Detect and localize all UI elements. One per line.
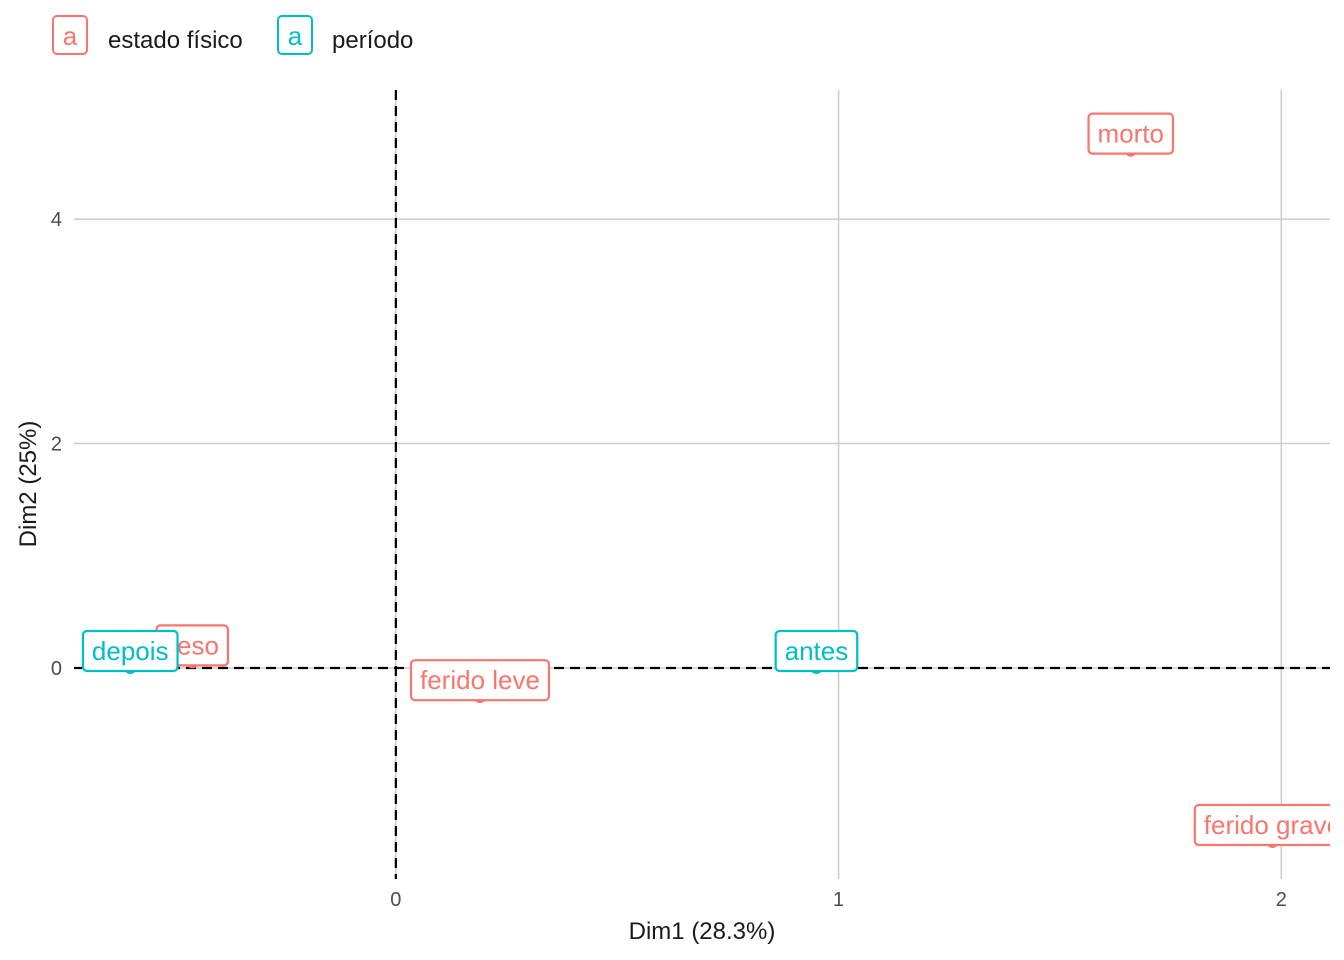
legend-key-estado-fisico — [52, 15, 88, 55]
x-tick-label-2: 2 — [1276, 889, 1287, 911]
point-label-box-ferido-grave — [1193, 803, 1330, 847]
y-axis-ticks: 0 2 4 — [51, 209, 62, 680]
legend-label-periodo: período — [332, 27, 413, 54]
grid — [74, 90, 1330, 879]
point-label-box-depois — [81, 629, 179, 673]
y-axis-title: Dim2 (25%) — [15, 421, 42, 548]
legend-item-estado-fisico: a estado físico — [52, 15, 243, 55]
x-axis-ticks: 0 1 2 — [390, 889, 1287, 911]
point-label-morto: morto — [1087, 112, 1175, 155]
point-label-box-ferido-leve — [409, 659, 551, 702]
point-label-text-antes: antes — [785, 636, 849, 666]
reference-lines — [74, 90, 1330, 879]
point-label-antes: antes — [774, 629, 859, 673]
x-tick-label-1: 1 — [833, 889, 844, 911]
x-axis-title: Dim1 (28.3%) — [629, 918, 776, 945]
y-tick-label-0: 0 — [51, 658, 62, 680]
legend-key-periodo — [277, 15, 313, 55]
data-points — [124, 144, 1279, 848]
legend-label-estado-fisico: estado físico — [108, 27, 243, 54]
legend-key-glyph-periodo: a — [288, 21, 303, 51]
x-tick-label-0: 0 — [390, 889, 401, 911]
point-label-box-morto — [1087, 112, 1175, 155]
point-label-text-ferido-grave: ferido grave — [1204, 810, 1341, 840]
legend: a estado físico a período — [52, 15, 413, 55]
y-tick-label-2: 2 — [51, 434, 62, 456]
point-label-ferido-leve: ferido leve — [409, 659, 551, 702]
y-tick-label-4: 4 — [51, 209, 62, 231]
point-label-ferido-grave: ferido grave — [1193, 803, 1341, 847]
legend-key-glyph-estado-fisico: a — [63, 21, 78, 51]
point-label-depois: depois — [81, 629, 179, 673]
point-label-text-morto: morto — [1098, 119, 1164, 149]
point-label-text-ferido-leve: ferido leve — [420, 665, 540, 695]
legend-item-periodo: a período — [277, 15, 413, 55]
point-label-box-antes — [774, 629, 859, 673]
point-label-text-depois: depois — [92, 636, 169, 666]
